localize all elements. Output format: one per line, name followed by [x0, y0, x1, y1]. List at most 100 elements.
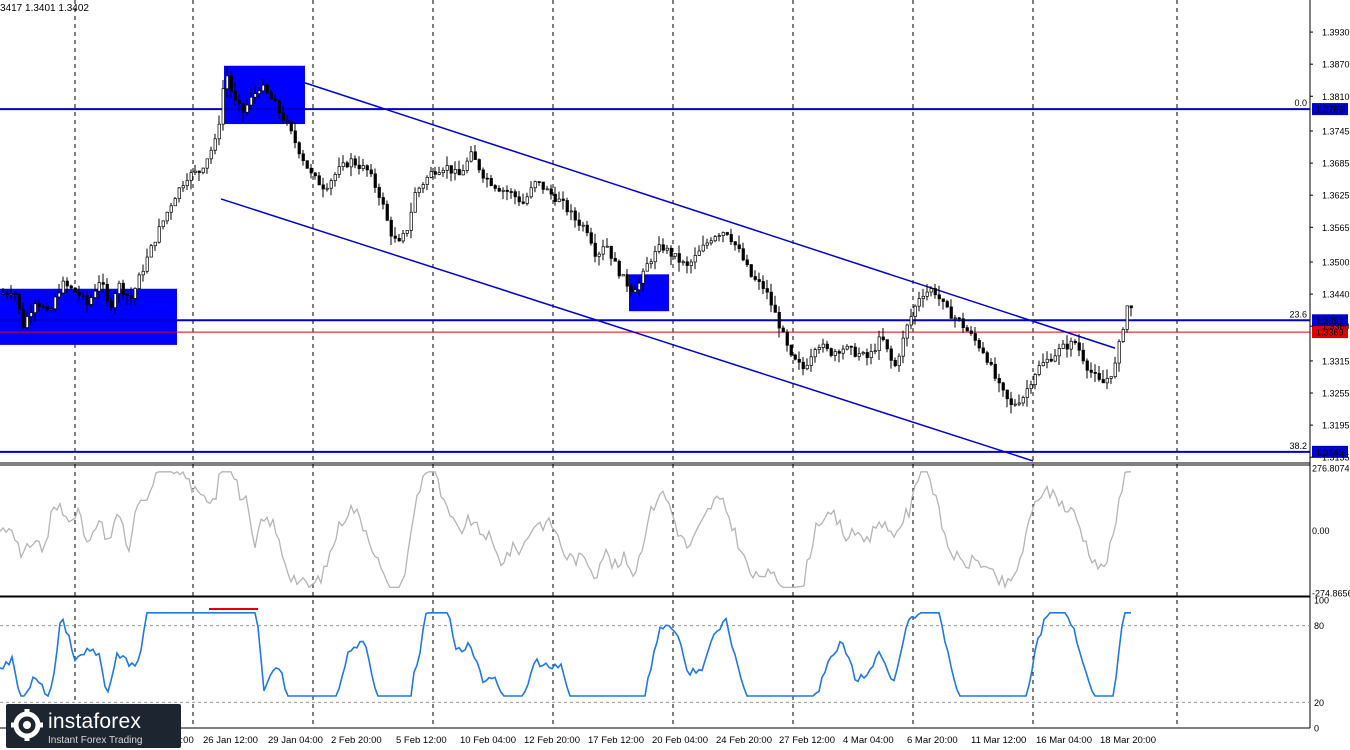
- candle-body: [1033, 374, 1037, 386]
- price-level-tag-text: 1.3786: [1316, 105, 1344, 115]
- time-tick-label: 4 Mar 04:00: [843, 735, 894, 746]
- candle-body: [621, 274, 625, 277]
- candle-body: [197, 170, 201, 173]
- candle-body: [1009, 398, 1013, 405]
- candle-body: [205, 158, 209, 169]
- candle-body: [405, 230, 409, 234]
- candle-body: [5, 293, 9, 295]
- candle-body: [17, 293, 21, 310]
- time-tick-label: 17 Feb 12:00: [588, 735, 644, 746]
- candle-body: [445, 165, 449, 171]
- fib-level-label: 0.0: [1294, 98, 1307, 108]
- candle-body: [705, 242, 709, 246]
- candle-body: [905, 324, 909, 339]
- candle-body: [913, 305, 917, 317]
- candle-body: [633, 289, 637, 293]
- candle-body: [65, 280, 69, 287]
- candle-body: [717, 235, 721, 237]
- candle-body: [301, 153, 305, 162]
- candle-body: [217, 123, 221, 140]
- candle-body: [1073, 340, 1077, 344]
- candle-body: [729, 234, 733, 243]
- candle-body: [357, 164, 361, 169]
- candle-body: [149, 245, 153, 258]
- time-tick-label: 6 Mar 20:00: [907, 735, 958, 746]
- candle-body: [741, 248, 745, 261]
- candle-body: [1085, 360, 1089, 371]
- candle-body: [977, 340, 981, 349]
- candle-body: [901, 337, 905, 357]
- candle-body: [789, 344, 793, 356]
- candle-body: [941, 298, 945, 302]
- time-tick-label: 10 Feb 04:00: [460, 735, 516, 746]
- candle-body: [1129, 305, 1133, 309]
- candle-body: [1041, 362, 1045, 366]
- candle-body: [569, 210, 573, 213]
- candle-body: [965, 327, 969, 332]
- candle-body: [73, 287, 77, 293]
- candle-body: [185, 180, 189, 187]
- candle-body: [133, 288, 137, 299]
- candle-body: [933, 288, 937, 296]
- candle-body: [245, 104, 249, 113]
- fib-level-label: 38.2: [1289, 441, 1307, 451]
- candle-body: [1113, 362, 1117, 378]
- candle-body: [781, 327, 785, 333]
- candle-body: [529, 187, 533, 198]
- candle-body: [41, 306, 45, 308]
- candle-body: [21, 308, 25, 328]
- time-tick-label: 18 Mar 20:00: [1100, 735, 1156, 746]
- candle-body: [441, 169, 445, 174]
- candles: [1, 66, 1133, 414]
- candle-body: [573, 210, 577, 221]
- candle-body: [309, 167, 313, 174]
- candle-body: [553, 193, 557, 202]
- candle-body: [509, 191, 513, 193]
- candle-body: [749, 264, 753, 277]
- candle-body: [841, 348, 845, 354]
- candle-body: [1109, 376, 1113, 379]
- candle-body: [961, 318, 965, 329]
- candle-body: [469, 151, 473, 162]
- candle-body: [505, 189, 509, 192]
- candle-body: [597, 253, 601, 257]
- candle-body: [581, 224, 585, 227]
- candle-body: [525, 196, 529, 204]
- candle-body: [233, 90, 237, 101]
- candle-body: [345, 162, 349, 168]
- candle-body: [373, 173, 377, 188]
- candle-body: [917, 298, 921, 307]
- candle-body: [805, 365, 809, 370]
- candle-body: [113, 293, 117, 308]
- candle-body: [849, 345, 853, 348]
- candle-body: [313, 172, 317, 177]
- cci-line: [0, 470, 1131, 590]
- candle-body: [577, 219, 581, 226]
- candle-body: [101, 282, 105, 285]
- candle-body: [221, 88, 225, 125]
- candle-body: [753, 276, 757, 280]
- price-tick-label: 1.3315: [1322, 356, 1350, 366]
- price-tick-label: 1.3500: [1322, 258, 1350, 268]
- candle-body: [737, 244, 741, 250]
- candle-body: [681, 261, 685, 264]
- candle-body: [425, 176, 429, 185]
- candle-body: [481, 169, 485, 179]
- candle-body: [833, 351, 837, 356]
- candle-body: [565, 200, 569, 213]
- price-level-tag: [1312, 103, 1348, 116]
- candle-body: [1025, 388, 1029, 398]
- candle-body: [449, 165, 453, 174]
- candle-body: [957, 317, 961, 320]
- candle-body: [653, 251, 657, 263]
- candle-body: [1045, 358, 1049, 363]
- candle-body: [1077, 342, 1081, 351]
- candle-body: [785, 331, 789, 346]
- candle-body: [417, 187, 421, 193]
- candle-body: [517, 196, 521, 203]
- candle-body: [249, 96, 253, 106]
- time-tick-label: 27 Feb 12:00: [779, 735, 835, 746]
- candle-body: [201, 167, 205, 173]
- candle-body: [865, 352, 869, 358]
- candle-body: [125, 294, 129, 297]
